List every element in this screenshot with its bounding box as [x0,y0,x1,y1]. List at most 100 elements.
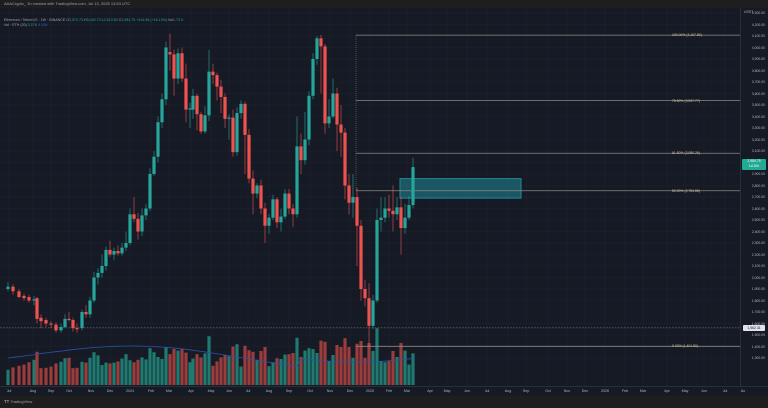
time-axis-label: Apr [427,389,433,393]
fib-label: 50.00% (2,754.55) [672,188,700,193]
volume-bar [11,367,15,385]
candle-body [279,216,283,223]
candlestick-chart[interactable] [0,8,740,386]
volume-bar [100,365,104,385]
price-axis-label: 4,300.00 [751,11,765,15]
volume-bar [387,361,391,385]
volume-bar [71,368,75,385]
time-axis-label: Apr [664,389,670,393]
volume-bar [283,354,287,385]
candle-body [148,174,152,209]
volume-bar [75,367,79,385]
volume-bar [116,361,120,385]
candle-body [172,54,176,79]
price-axis[interactable]: 4,300.00 4,200.00 4,100.00 4,000.00 3,900.00… [740,8,768,386]
attribution-bar: AAACrypto_ 1h created with TradingView.c… [0,0,768,8]
candle-body [343,132,347,186]
volume-ma-line [7,345,414,367]
volume-bar [239,366,243,385]
volume-bar [379,361,383,385]
time-axis-label: 2026 [601,389,609,393]
tradingview-logo[interactable]: 𝐓𝐓 TradingView [4,399,32,404]
time-axis-label: Sep [285,389,293,393]
time-axis-label: Feb [621,389,629,393]
vol-value: 1.73 K [173,18,184,22]
footer: 𝐓𝐓 TradingView [0,396,768,408]
candle-body [35,298,39,319]
price-axis-label: 3,700.00 [751,80,765,84]
volume-bar [80,361,84,385]
volume-bar [44,367,48,385]
candle-body [27,297,31,301]
time-axis[interactable]: Jul Aug Sep Oct Nov Dec 2024 Feb Mar Apr May Jun Jul… [0,386,768,396]
time-axis-label: Jul [6,389,12,393]
candle-body [375,220,379,301]
volume-bar [287,354,291,385]
time-axis-label: Jul [722,389,728,393]
volume-bar [152,352,156,385]
vol-ma-label[interactable]: Vol · ETH (20) [4,23,27,27]
price-axis-label: 1,400.00 [751,344,765,349]
volume-bar [371,351,375,385]
volume-bar [395,357,399,385]
volume-bar [211,365,215,385]
current-price: 2,984.75 [747,159,761,164]
candle-body [399,207,403,229]
candle-body [387,208,391,211]
candle-body [287,193,291,209]
high-label: H [84,18,87,22]
volume-bar [112,362,116,385]
volume-bar [247,350,251,385]
time-axis-label: Nov [563,389,571,393]
candle-body [80,312,84,329]
volume-bar [307,348,311,385]
price-axis-label: 1,900.00 [751,287,765,291]
candle-body [124,243,128,248]
candle-body [132,214,136,219]
candle-body [49,323,53,325]
candle-body [144,208,148,216]
candle-body [199,114,203,132]
volume-bar [172,349,176,385]
candle-body [63,318,67,327]
candle-body [215,75,219,87]
volume-bar [184,352,188,385]
volume-bar [176,350,180,385]
candle-body [307,95,311,140]
candle-body [379,217,383,220]
fib-label: 61.80% (3,080.26) [672,151,700,156]
currency-label[interactable]: USDT [744,10,754,14]
chart-legend: Ethereum / TetherUS · 1W · BINANCE O2,57… [4,18,183,28]
volume-bar [124,354,128,385]
candle-body [92,277,96,301]
price-axis-label: 3,500.00 [751,103,765,107]
price-axis-label: 4,000.00 [751,45,765,50]
volume-bar [144,359,148,385]
volume-bar [54,363,58,385]
volume-bar [319,340,323,385]
candle-body [335,93,339,125]
candle-body [112,251,116,255]
chart-pane[interactable]: Ethereum / TetherUS · 1W · BINANCE O2,57… [0,8,740,386]
volume-bar [207,336,211,385]
candle-body [391,210,395,215]
time-axis-label: Dec [346,389,354,393]
volume-bar [407,364,411,385]
symbol-label[interactable]: Ethereum / TetherUS · 1W · BINANCE [4,18,66,22]
price-axis-label: 2,400.00 [751,229,765,234]
volume-bar [275,358,279,385]
time-axis-label: Aug [29,389,37,393]
candle-body [152,156,156,174]
volume-bar [39,368,43,385]
volume-bar [195,354,199,385]
volume-bar [92,352,96,385]
candle-body [168,52,172,55]
price-axis-label: 3,300.00 [751,126,765,130]
volume-bar [259,351,263,385]
candle-body [347,185,351,203]
volume-bar [355,343,359,385]
candle-body [315,38,319,59]
volume-bar [251,351,255,385]
candle-body [211,71,215,76]
close-value: 2,984.75 [121,18,136,22]
